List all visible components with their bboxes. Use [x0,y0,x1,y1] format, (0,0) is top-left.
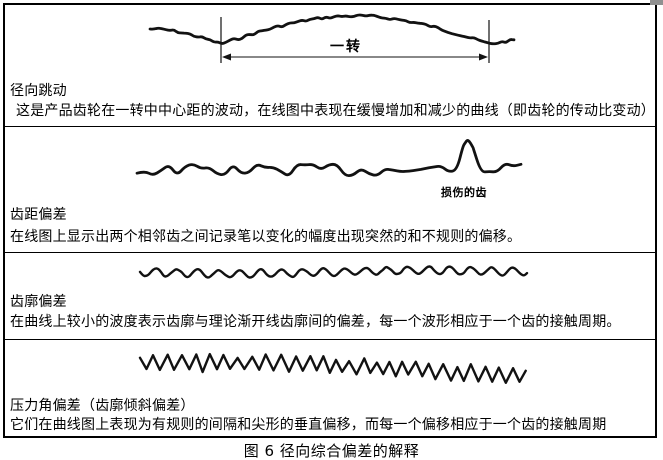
section-pitch-deviation-body: 在线图上显示出两个相邻齿之间记录笔以变化的幅度出现突然的和不规则的偏移。 [10,229,522,245]
scan-artifact [650,0,663,5]
section-divider-2 [4,252,656,253]
section-profile-deviation-body: 在曲线上较小的波度表示齿廓与理论渐开线齿廓间的偏差，每一个波形相应于一个齿的接触… [10,314,621,330]
section-pressure-angle-deviation-body: 它们在曲线图上表现为有规则的间隔和尖形的垂直偏移，而每一个偏移相应于一个齿的接触… [10,417,607,433]
figure-box [3,3,657,438]
figure-caption: 图 6 径向综合偏差的解释 [243,442,420,460]
section-profile-deviation-heading: 齿廓偏差 [10,294,67,310]
section-radial-runout-body: 这是产品齿轮在一转中中心距的波动，在线图中表现在缓慢增加和减少的曲线（即齿轮的传… [16,103,655,119]
section-pressure-angle-deviation-heading: 压力角偏差（齿廓倾斜偏差） [10,398,195,414]
one-revolution-label: 一转 [328,36,364,56]
damaged-tooth-label: 损伤的齿 [441,186,487,199]
section-divider-1 [4,126,656,127]
section-pitch-deviation-heading: 齿距偏差 [10,207,67,223]
section-divider-3 [4,339,656,340]
section-radial-runout-heading: 径向跳动 [10,83,67,99]
